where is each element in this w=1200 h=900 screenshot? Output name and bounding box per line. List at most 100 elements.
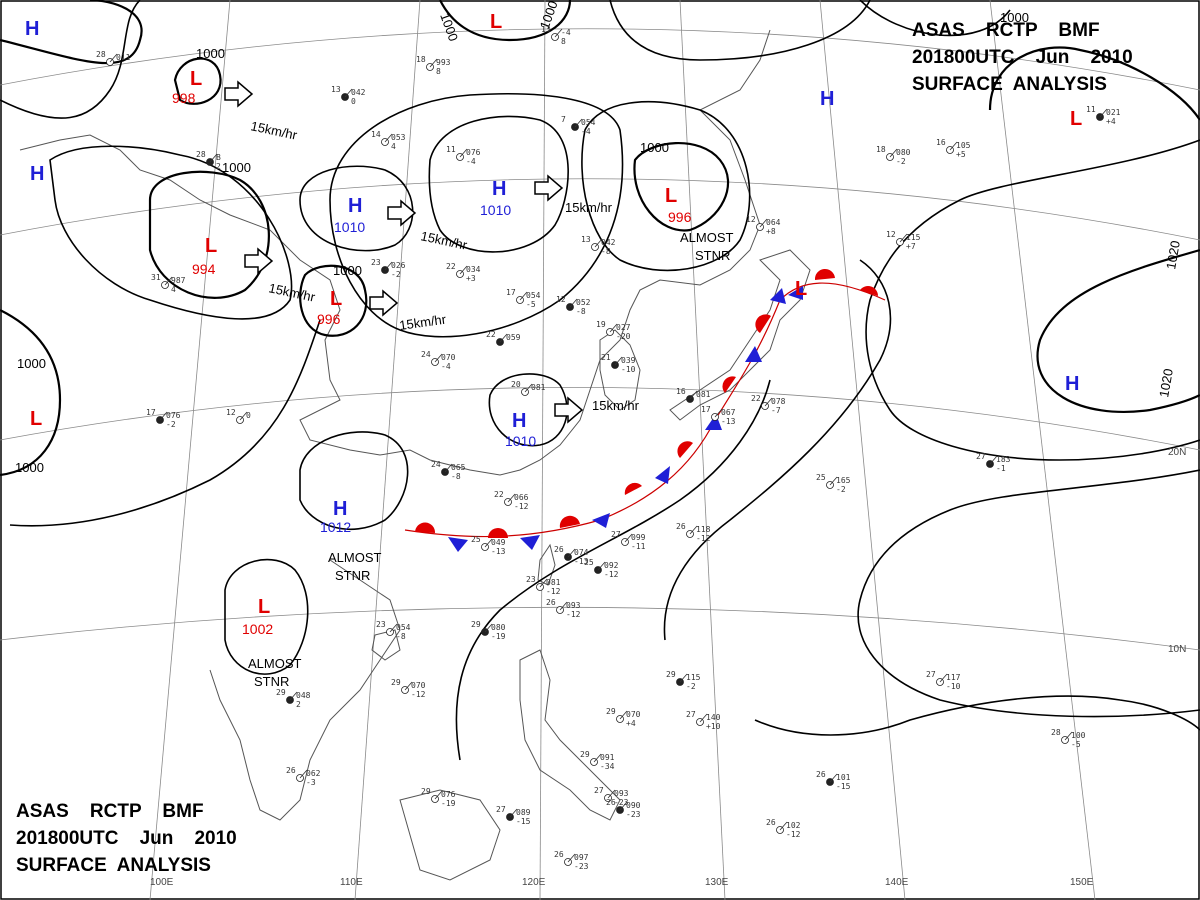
- station-plot: 27 183-1: [976, 452, 1011, 473]
- station-pressure: 059: [506, 333, 521, 342]
- station-pressure: 026: [391, 261, 406, 270]
- station-plot: 23 026-2: [371, 258, 406, 279]
- wind-barb: [1064, 731, 1073, 741]
- wind-barb: [597, 561, 606, 571]
- isobar: [865, 139, 1200, 461]
- station-pressure: 089: [516, 808, 531, 817]
- cold-triangle: [745, 346, 762, 362]
- station-tendency: -8: [451, 472, 461, 481]
- station-pressure: 076: [441, 790, 456, 799]
- station-pressure: 100: [1071, 731, 1086, 740]
- low-center: L: [330, 288, 342, 310]
- high-center: H: [1065, 373, 1079, 395]
- station-tendency: +10: [706, 722, 721, 731]
- wind-barb: [289, 691, 298, 701]
- meridian-110e: [354, 0, 421, 900]
- station-tendency: 2: [296, 700, 301, 709]
- station-tendency: 2: [216, 162, 221, 171]
- isobar: [173, 57, 222, 105]
- station-tendency: -4: [581, 127, 591, 136]
- almost-stnr-note: ALMOST: [248, 656, 302, 671]
- station-tendency: -1: [996, 464, 1006, 473]
- station-plot: 29 115-2: [666, 670, 701, 691]
- station-tendency: -12: [514, 502, 529, 511]
- wind-barb: [524, 383, 533, 393]
- wind-barb: [569, 298, 578, 308]
- wind-barb: [507, 493, 516, 503]
- isobar: [9, 319, 321, 527]
- isobar: [0, 0, 141, 119]
- station-plot: 23 081-12: [526, 575, 561, 596]
- isobar-label: 1000: [196, 46, 225, 61]
- wind-barb: [689, 390, 698, 400]
- wind-barb: [384, 261, 393, 271]
- header-time: 201800UTC Jun 2010: [912, 47, 1133, 68]
- station-tendency: +8: [766, 227, 776, 236]
- low-pressure-value: 1002: [242, 621, 273, 637]
- cold-triangle: [448, 537, 468, 552]
- station-plot: 16 081: [676, 387, 711, 403]
- isobar: [455, 379, 771, 761]
- station-tendency: -23: [626, 810, 641, 819]
- motion-arrow: [244, 247, 274, 275]
- header-time: 201800UTC Jun 2010: [16, 828, 237, 849]
- station-plot: 22 066-12: [494, 490, 529, 511]
- meridian-100e: [149, 0, 231, 900]
- station-plot: 26 093-12: [546, 598, 581, 619]
- meridian-140e: [819, 0, 906, 900]
- station-temp: 22: [751, 394, 761, 403]
- wind-barb: [459, 148, 468, 158]
- warm-front-semicircles: [415, 268, 878, 538]
- station-tendency: +4: [1106, 117, 1116, 126]
- station-tendency: -12: [604, 570, 619, 579]
- isobar: [581, 101, 751, 272]
- station-tendency: -19: [441, 799, 456, 808]
- station-plot: 13 -48: [541, 25, 571, 46]
- isobar: [439, 0, 572, 42]
- station-plot: 12 064+8: [746, 215, 781, 236]
- wind-barb: [109, 53, 118, 63]
- station-pressure: 052: [576, 298, 591, 307]
- station-plot: 26 118-12: [676, 522, 711, 543]
- station-tendency: 4: [171, 285, 176, 294]
- wind-barb: [594, 238, 603, 248]
- station-tendency: -3: [306, 778, 316, 787]
- wind-barb: [484, 538, 493, 548]
- station-temp: 18: [416, 55, 426, 64]
- wind-barb: [164, 276, 173, 286]
- front-line: [404, 282, 886, 538]
- motion-arrow: [554, 396, 584, 424]
- wind-barb: [614, 356, 623, 366]
- station-tendency: -12: [566, 610, 581, 619]
- station-plot: 17 054-5: [506, 288, 541, 309]
- lon-label: 110E: [340, 877, 363, 888]
- wind-barb: [764, 397, 773, 407]
- cold-triangle: [592, 513, 610, 528]
- low-center: L: [30, 408, 42, 430]
- coast-taiwan: [537, 543, 556, 586]
- station-pressure: 054: [526, 291, 541, 300]
- wind-barb: [484, 623, 493, 633]
- station-plot: 13 042-8: [581, 235, 616, 256]
- station-tendency: 0: [351, 97, 356, 106]
- station-pressure: 039: [621, 356, 636, 365]
- station-pressure: 053: [391, 133, 406, 142]
- station-pressure: 081: [531, 383, 546, 392]
- almost-stnr-note: ALMOST: [680, 230, 734, 245]
- isobar: [754, 695, 1200, 736]
- station-plot: 22 059: [486, 330, 521, 346]
- station-plot: 7 054-4: [561, 115, 596, 136]
- wind-barb: [574, 118, 583, 128]
- station-plot: 26 101-15: [816, 770, 851, 791]
- isobar-label: 1000: [222, 160, 251, 175]
- pressure-systems: H L 998 L H L H L 994 H 1010 H 1010 L 99…: [25, 11, 1082, 637]
- isobar-label: 1000: [1000, 10, 1029, 25]
- wind-barb: [779, 821, 788, 831]
- wind-barb: [829, 476, 838, 486]
- station-tendency: -12: [546, 587, 561, 596]
- station-plot: 25 165-2: [816, 473, 851, 494]
- station-temp: 22: [446, 262, 456, 271]
